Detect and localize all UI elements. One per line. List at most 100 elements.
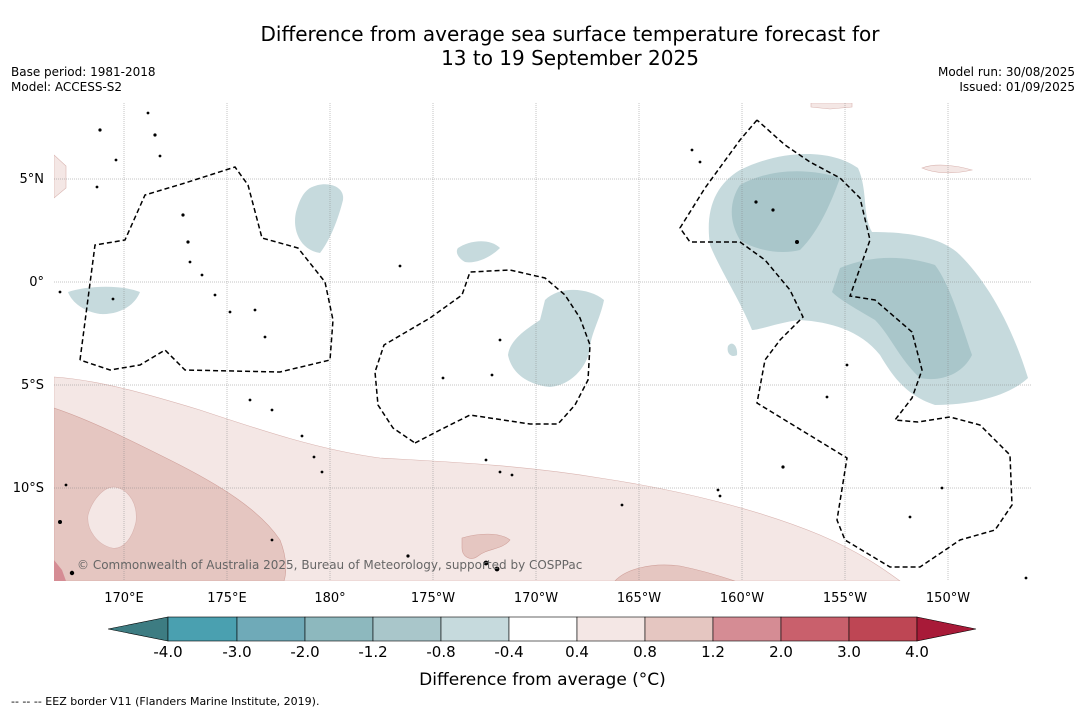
island — [498, 470, 502, 474]
colorbar-segment — [576, 616, 646, 642]
island — [498, 338, 502, 342]
island — [441, 376, 445, 380]
longitude-label: 175°W — [411, 591, 455, 606]
island — [781, 465, 785, 469]
colorbar — [108, 616, 977, 642]
colorbar-tick-label: -0.8 — [426, 643, 456, 661]
longitude-label: 170°W — [514, 591, 558, 606]
colorbar-tick-label: 2.0 — [769, 643, 793, 661]
longitude-label: 165°W — [617, 591, 661, 606]
island — [95, 185, 99, 189]
island — [845, 363, 849, 367]
latitude-label: 10°S — [13, 481, 44, 496]
cool-anomaly-region-core-north — [731, 171, 840, 252]
colorbar-tick-label: 0.4 — [565, 643, 589, 661]
islands — [58, 111, 1028, 580]
longitude-label: 175°E — [207, 591, 247, 606]
island — [690, 148, 694, 152]
longitude-label: 160°W — [720, 591, 764, 606]
longitude-labels: 170°E 175°E 180° 175°W 170°W 165°W 160°W 155°W 1… — [104, 591, 970, 606]
island — [181, 213, 185, 217]
island — [406, 554, 410, 558]
cool-anomaly-region-west — [68, 286, 140, 315]
island — [510, 473, 514, 477]
longitude-label: 155°W — [823, 591, 867, 606]
colorbar-tick-label: -2.0 — [290, 643, 320, 661]
map-panel — [54, 103, 1031, 581]
latitude-label: 5°N — [20, 172, 45, 187]
meta-left: Base period: 1981-2018 Model: ACCESS-S2 — [11, 65, 156, 95]
island — [213, 293, 217, 297]
island — [270, 408, 274, 412]
island — [484, 458, 488, 462]
island — [754, 200, 758, 204]
base-period: Base period: 1981-2018 — [11, 65, 156, 79]
longitude-label: 150°W — [926, 591, 970, 606]
colorbar-tick-label: -3.0 — [222, 643, 252, 661]
colorbar-segment — [644, 616, 714, 642]
island — [312, 455, 316, 459]
warm-anomaly-island-patch — [87, 486, 137, 549]
colorbar-tick-label: -1.2 — [358, 643, 388, 661]
colorbar-segment — [372, 616, 442, 642]
warm-anomaly-bottom-patch — [614, 564, 736, 581]
gridlines — [54, 103, 1031, 581]
island — [771, 208, 775, 212]
title-line-2: 13 to 19 September 2025 — [441, 46, 699, 70]
island — [263, 335, 267, 339]
colorbar-segment — [304, 616, 374, 642]
copyright-note: © Commonwealth of Australia 2025, Bureau… — [77, 558, 583, 572]
eez-footnote: -- -- -- EEZ border V11 (Flanders Marine… — [11, 695, 320, 708]
eez-border-central — [374, 269, 591, 444]
colorbar-tick-label: -0.4 — [494, 643, 524, 661]
warm-anomaly-northeast-patch — [921, 164, 974, 174]
colorbar-tick-label: -4.0 — [153, 643, 183, 661]
colorbar-segment — [440, 616, 510, 642]
island — [494, 566, 500, 572]
island — [111, 297, 115, 301]
colorbar-segment — [167, 616, 238, 642]
latitude-label: 0° — [29, 275, 44, 290]
island — [620, 503, 624, 507]
warm-anomaly-top-patch — [810, 103, 853, 110]
title-line-1: Difference from average sea surface temp… — [260, 22, 880, 46]
eez-borders — [79, 119, 1013, 568]
colorbar-tick-label: 4.0 — [905, 643, 929, 661]
island — [158, 154, 162, 158]
island — [69, 570, 75, 576]
island — [58, 290, 62, 294]
warm-anomaly-small-patch — [461, 533, 511, 559]
model-name: Model: ACCESS-S2 — [11, 80, 123, 94]
colorbar-segment — [780, 616, 850, 642]
island — [698, 160, 702, 164]
island — [114, 158, 118, 162]
colorbar-tick-label: 0.8 — [633, 643, 657, 661]
cool-anomaly-region-small-equator — [456, 241, 500, 263]
island — [200, 273, 204, 277]
island — [1024, 576, 1028, 580]
warm-anomaly-edge — [54, 560, 66, 581]
island — [320, 470, 324, 474]
longitude-label: 170°E — [104, 591, 144, 606]
colorbar-segment — [848, 616, 918, 642]
island — [146, 111, 150, 115]
cool-anomaly-region-north-central — [295, 184, 344, 253]
island — [228, 310, 232, 314]
colorbar-segment — [712, 616, 782, 642]
colorbar-segment — [236, 616, 306, 642]
colorbar-segment — [508, 616, 578, 642]
island — [270, 538, 274, 542]
island — [940, 486, 944, 490]
island — [58, 520, 63, 525]
island — [153, 133, 157, 137]
colorbar-tick-label: 1.2 — [701, 643, 725, 661]
eez-border-east — [679, 119, 1013, 568]
island — [398, 264, 402, 268]
island — [186, 240, 190, 244]
colorbar-tick-label: 3.0 — [837, 643, 861, 661]
island — [64, 483, 68, 487]
latitude-label: 5°S — [21, 378, 44, 393]
eez-border-west — [79, 166, 334, 373]
cool-anomaly-region-core-east — [832, 257, 972, 380]
